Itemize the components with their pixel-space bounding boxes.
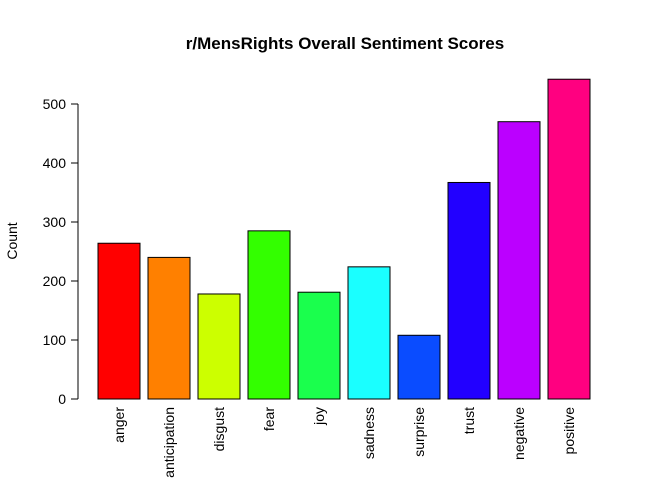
x-tick-label: positive	[561, 407, 577, 455]
x-tick-label: anticipation	[161, 407, 177, 478]
bar-positive	[547, 78, 591, 400]
bar-joy	[297, 291, 341, 400]
bar-anger	[97, 242, 141, 400]
y-tick-label: 400	[43, 155, 67, 171]
y-tick-label: 100	[43, 332, 67, 348]
bars	[97, 78, 591, 400]
bar-negative	[497, 121, 541, 400]
bar-surprise	[397, 334, 441, 400]
x-tick-label: trust	[461, 407, 477, 434]
y-tick-label: 0	[58, 391, 66, 407]
x-tick-label: negative	[511, 407, 527, 460]
x-tick-label: sadness	[361, 407, 377, 459]
bar-trust	[447, 181, 491, 400]
x-axis-labels: anger anticipation disgust fear joy sadness su…	[111, 407, 577, 478]
y-axis-label: Count	[4, 222, 20, 259]
x-tick-label: anger	[111, 407, 127, 443]
x-tick-label: joy	[311, 407, 327, 426]
y-tick-label: 500	[43, 96, 67, 112]
x-tick-label: surprise	[411, 407, 427, 457]
x-tick-label: fear	[261, 407, 277, 431]
chart-title: r/MensRights Overall Sentiment Scores	[186, 34, 504, 53]
bar-fear	[247, 230, 291, 400]
y-tick-label: 200	[43, 273, 67, 289]
bar-sadness	[347, 266, 391, 400]
bar-anticipation	[147, 256, 191, 400]
bar-disgust	[197, 293, 241, 400]
y-axis: 0 100 200 300 400 500	[43, 96, 79, 407]
x-tick-label: disgust	[211, 407, 227, 451]
y-tick-label: 300	[43, 214, 67, 230]
